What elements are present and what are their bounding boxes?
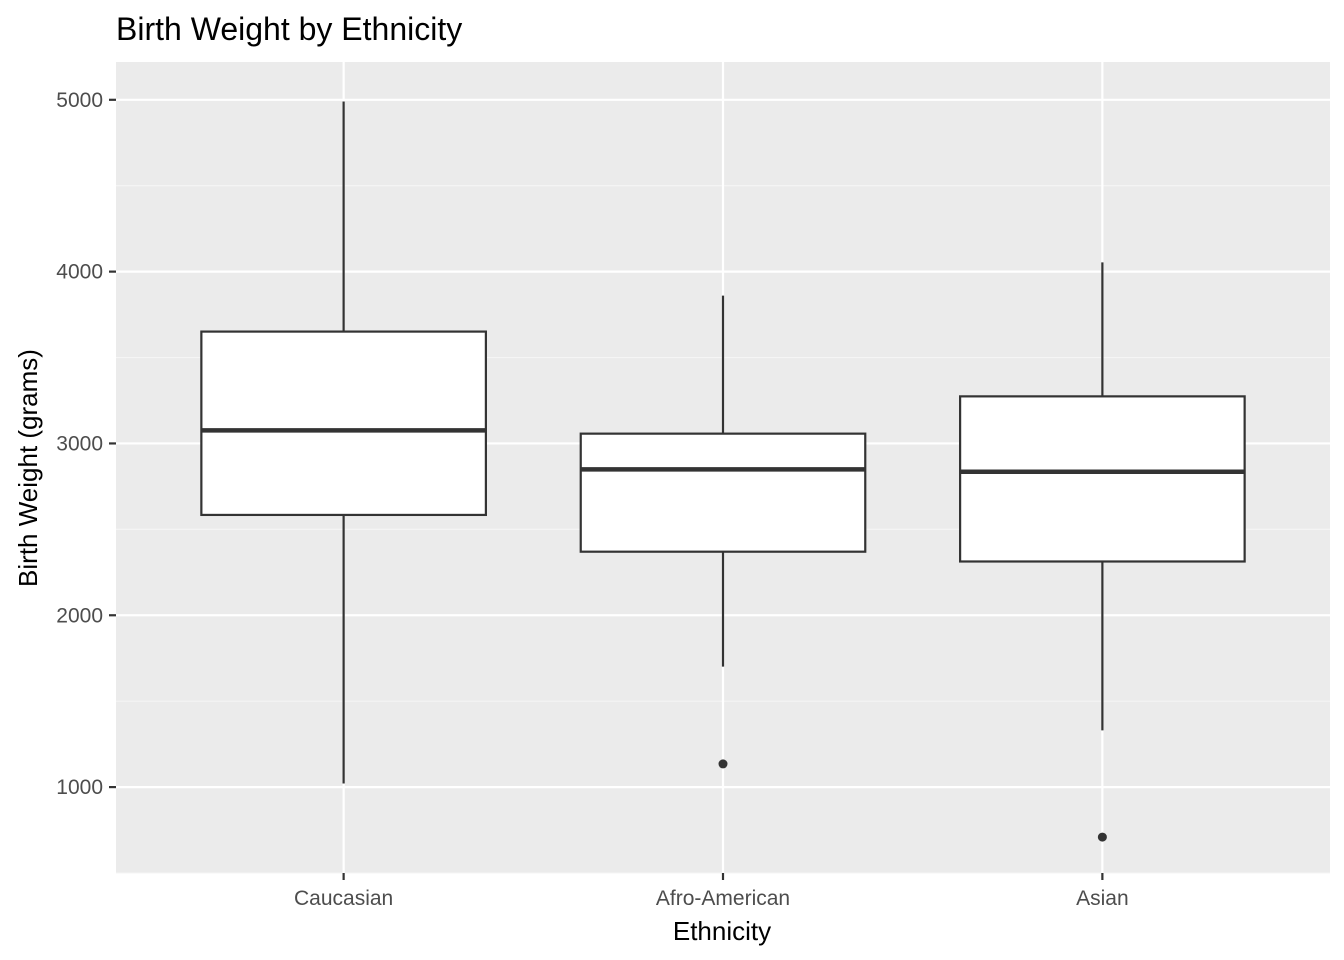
x-tick-label: Caucasian [294,887,393,910]
x-axis: Caucasian Afro-American Asian [294,873,1129,910]
y-tick-label: 2000 [56,604,103,627]
y-tick-label: 1000 [56,776,103,799]
y-axis-title: Birth Weight (grams) [13,349,43,587]
y-tick-label: 4000 [56,261,103,284]
box-iqr [200,330,487,517]
box-caucasian [200,101,487,784]
x-tick-label: Asian [1076,887,1129,910]
box-iqr [579,432,867,553]
x-axis-title: Ethnicity [673,916,771,946]
box-iqr [959,395,1246,563]
chart-title: Birth Weight by Ethnicity [116,11,462,47]
box-asian [959,262,1246,842]
box-layer [200,101,1246,842]
y-tick-label: 3000 [56,432,103,455]
outlier-point [718,759,728,769]
y-tick-label: 5000 [56,89,103,112]
outlier-point [1097,832,1107,842]
y-axis: 1000 2000 3000 4000 5000 [56,89,116,799]
box-afro-american [579,295,867,769]
x-tick-label: Afro-American [656,887,790,910]
